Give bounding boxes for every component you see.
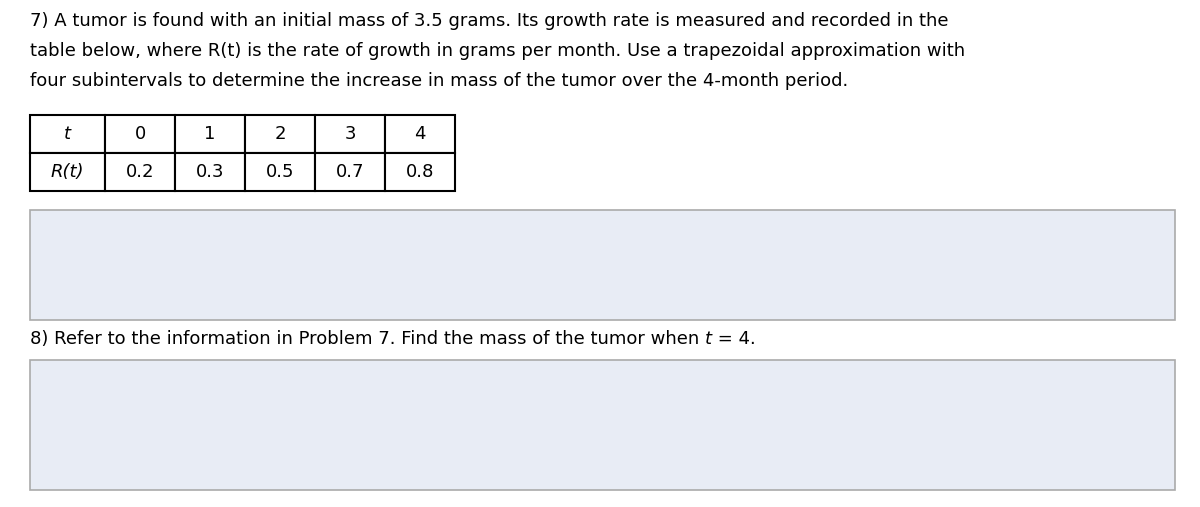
Bar [175, 115, 245, 153]
Text: 0.2: 0.2 [126, 163, 155, 181]
Bar [245, 153, 314, 191]
Text: 0.5: 0.5 [265, 163, 294, 181]
Text: 8) Refer to the information in Problem 7. Find the mass of the tumor when: 8) Refer to the information in Problem 7… [30, 330, 706, 348]
Text: = 4.: = 4. [712, 330, 756, 348]
Text: t: t [64, 125, 71, 143]
Bar [30, 360, 1175, 490]
Bar [314, 153, 385, 191]
Text: four subintervals to determine the increase in mass of the tumor over the 4-mont: four subintervals to determine the incre… [30, 72, 848, 90]
Bar [30, 210, 1175, 320]
Text: 0.3: 0.3 [196, 163, 224, 181]
Text: 0.7: 0.7 [336, 163, 365, 181]
Text: 1: 1 [204, 125, 216, 143]
Bar [106, 153, 175, 191]
Text: 0.8: 0.8 [406, 163, 434, 181]
Text: 7) A tumor is found with an initial mass of 3.5 grams. Its growth rate is measur: 7) A tumor is found with an initial mass… [30, 12, 948, 30]
Text: t: t [706, 330, 712, 348]
Text: 0: 0 [134, 125, 145, 143]
Bar [106, 115, 175, 153]
Text: 3: 3 [344, 125, 355, 143]
Bar [30, 153, 106, 191]
Bar [30, 115, 106, 153]
Bar [314, 115, 385, 153]
Text: 4: 4 [414, 125, 426, 143]
Bar [245, 115, 314, 153]
Bar [385, 153, 455, 191]
Bar [385, 115, 455, 153]
Text: R(t): R(t) [50, 163, 84, 181]
Text: 2: 2 [275, 125, 286, 143]
Text: table below, where R(t) is the rate of growth in grams per month. Use a trapezoi: table below, where R(t) is the rate of g… [30, 42, 965, 60]
Bar [175, 153, 245, 191]
